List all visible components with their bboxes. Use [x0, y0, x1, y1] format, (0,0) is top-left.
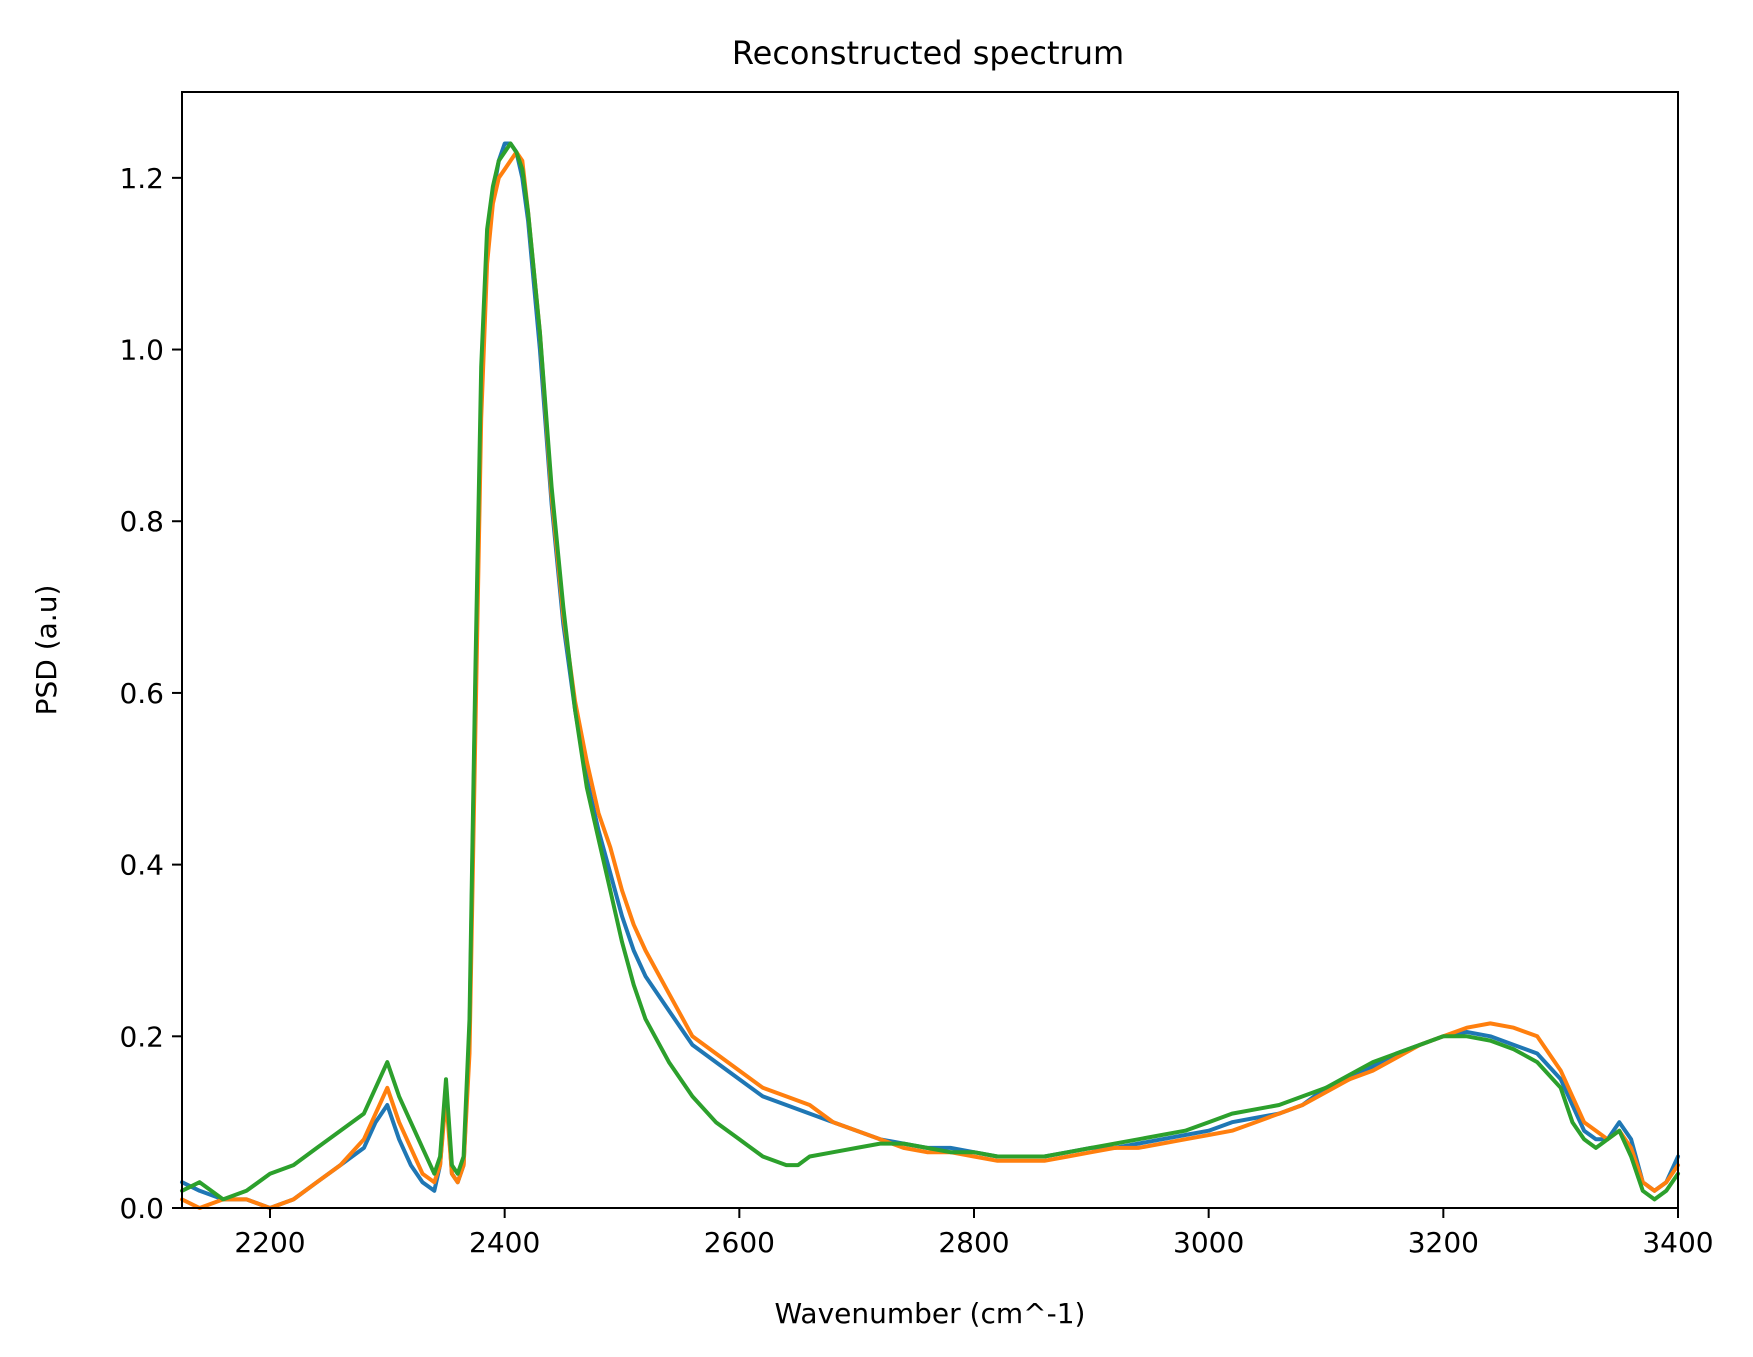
y-tick-label: 0.6: [119, 677, 164, 710]
y-tick-label: 0.4: [119, 849, 164, 882]
chart-title: Reconstructed spectrum: [732, 34, 1124, 72]
x-tick-label: 3000: [1173, 1226, 1244, 1259]
x-axis: 2200 2400 2600 2800 3000 3200 3400: [234, 1208, 1714, 1259]
y-tick-label: 1.0: [119, 334, 164, 367]
plot-area: [180, 141, 1680, 1210]
y-tick-label: 0.0: [119, 1192, 164, 1225]
y-tick-label: 0.8: [119, 505, 164, 538]
y-tick-label: 1.2: [119, 162, 164, 195]
x-tick-label: 3400: [1642, 1226, 1713, 1259]
y-axis-label: PSD (a.u): [30, 585, 63, 716]
y-axis: 0.0 0.2 0.4 0.6 0.8 1.0 1.2: [119, 162, 182, 1225]
y-tick-label: 0.2: [119, 1020, 164, 1053]
x-tick-label: 2200: [234, 1226, 305, 1259]
x-axis-label: Wavenumber (cm^-1): [775, 1297, 1086, 1330]
series-line-3: [180, 141, 1680, 1202]
plot-frame: [181, 91, 1679, 1209]
x-tick-label: 3200: [1408, 1226, 1479, 1259]
x-tick-label: 2400: [469, 1226, 540, 1259]
x-tick-label: 2600: [704, 1226, 775, 1259]
x-tick-label: 2800: [938, 1226, 1009, 1259]
